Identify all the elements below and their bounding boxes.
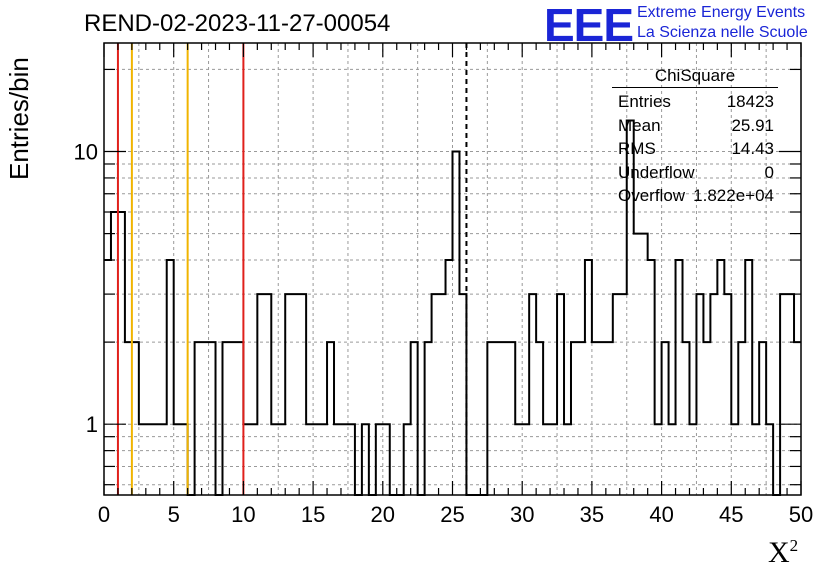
y-tick-label: 10 — [74, 140, 98, 165]
x-tick-label: 15 — [301, 502, 325, 527]
stats-label: Entries — [618, 92, 671, 111]
stats-row-mean: Mean 25.91 — [612, 114, 778, 138]
y-axis-label: Entries/bin — [4, 57, 34, 180]
stats-box: ChiSquare Entries 18423 Mean 25.91 RMS 14.4… — [612, 66, 778, 208]
logo-caption-line1: Extreme Energy Events — [637, 4, 806, 21]
x-axis-label-base: X — [768, 536, 790, 569]
stats-value: 1.822e+04 — [693, 186, 774, 205]
stats-value: 0 — [764, 162, 774, 182]
logo-caption-line2: La Scienza nelle Scuole — [637, 24, 808, 41]
stats-label: RMS — [618, 139, 656, 158]
x-tick-label: 20 — [371, 502, 395, 527]
x-tick-label: 45 — [719, 502, 743, 527]
x-tick-label: 5 — [168, 502, 180, 527]
x-tick-label: 25 — [440, 502, 464, 527]
x-tick-label: 0 — [98, 502, 110, 527]
stats-value: 25.91 — [731, 115, 774, 135]
stats-label: Mean — [618, 115, 661, 135]
y-tick-label: 1 — [86, 412, 98, 437]
x-axis-label: X2 — [768, 536, 798, 570]
stats-row-underflow: Underflow 0 — [612, 161, 778, 185]
eee-logo: EEE — [544, 0, 634, 51]
stats-row-rms: RMS 14.43 — [612, 137, 778, 161]
stats-value: 14.43 — [731, 139, 774, 158]
stats-row-overflow: Overflow 1.822e+04 — [612, 184, 778, 208]
x-tick-label: 35 — [580, 502, 604, 527]
stats-label: Overflow — [618, 186, 686, 205]
stats-value: 18423 — [726, 92, 774, 111]
x-tick-label: 40 — [649, 502, 673, 527]
x-tick-label: 10 — [231, 502, 255, 527]
stats-row-entries: Entries 18423 — [612, 90, 778, 114]
stats-title: ChiSquare — [612, 66, 778, 88]
x-tick-label: 30 — [510, 502, 534, 527]
run-title: REND-02-2023-11-27-00054 — [84, 10, 391, 37]
stats-label: Underflow — [618, 162, 695, 182]
x-tick-label: 50 — [789, 502, 813, 527]
x-axis-label-superscript: 2 — [789, 536, 799, 555]
